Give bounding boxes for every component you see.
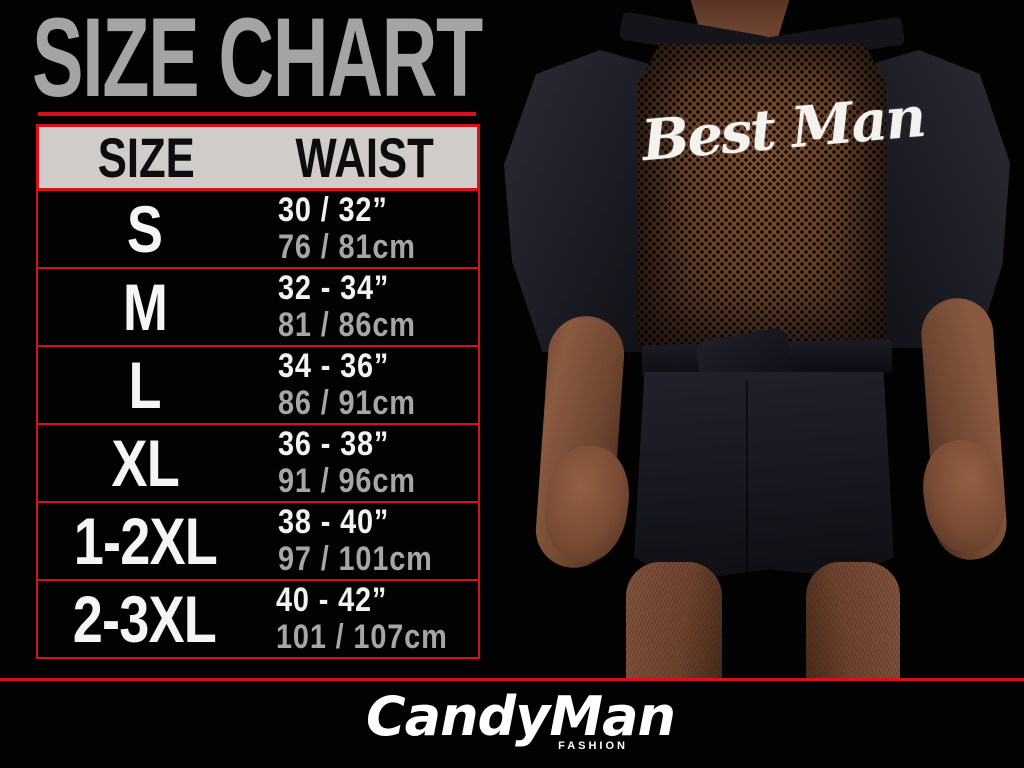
robe-skirt-seam [746, 380, 748, 576]
robe-skirt [634, 372, 894, 582]
title-underline [38, 112, 476, 116]
header-size-label: SIZE [97, 126, 195, 189]
waist-inches: 40 - 42” [276, 581, 388, 619]
size-cell: S [38, 191, 252, 267]
waist-cell: 32 - 34” 81 / 86cm [252, 269, 478, 345]
size-value: M [122, 270, 168, 344]
waist-cell: 34 - 36” 86 / 91cm [252, 347, 478, 423]
size-cell: 2-3XL [38, 581, 250, 657]
table-row: 2-3XL 40 - 42” 101 / 107cm [36, 581, 480, 659]
size-value: 2-3XL [72, 582, 216, 656]
table-row: M 32 - 34” 81 / 86cm [36, 269, 480, 347]
brand-logo: CandyMan FASHION [366, 684, 676, 760]
waist-cm: 97 / 101cm [278, 540, 433, 578]
size-cell: XL [38, 425, 252, 501]
header-cell-waist: WAIST [253, 126, 477, 189]
waist-cm: 76 / 81cm [278, 228, 416, 266]
page-title-text: SIZE CHART [32, 0, 483, 120]
waist-inches: 36 - 38” [278, 425, 390, 463]
waist-cm: 101 / 107cm [276, 618, 448, 656]
waist-cm: 81 / 86cm [278, 306, 416, 344]
waist-inches: 34 - 36” [278, 347, 390, 385]
waist-inches: 32 - 34” [278, 269, 390, 307]
model-leg-right [806, 562, 900, 678]
table-header-row: SIZE WAIST [36, 124, 480, 191]
size-cell: 1-2XL [38, 503, 252, 579]
table-row: 1-2XL 38 - 40” 97 / 101cm [36, 503, 480, 581]
model-photo: Best Man [500, 0, 1024, 678]
waist-cell: 36 - 38” 91 / 96cm [252, 425, 478, 501]
size-cell: M [38, 269, 252, 345]
header-waist-label: WAIST [295, 126, 435, 189]
brand-name: CandyMan [366, 685, 676, 748]
size-value: XL [111, 426, 179, 500]
model-leg-left [626, 562, 722, 678]
waist-cm: 91 / 96cm [278, 462, 416, 500]
table-row: L 34 - 36” 86 / 91cm [36, 347, 480, 425]
table-row: S 30 / 32” 76 / 81cm [36, 191, 480, 269]
waist-inches: 30 / 32” [278, 191, 388, 229]
size-value: L [128, 348, 162, 422]
mesh-back-panel [638, 44, 886, 346]
header-cell-size: SIZE [39, 126, 253, 189]
page-title: SIZE CHART [32, 2, 684, 114]
brand-tagline: FASHION [558, 740, 628, 752]
waist-cell: 30 / 32” 76 / 81cm [252, 191, 478, 267]
size-value: S [127, 192, 163, 266]
size-value: 1-2XL [73, 504, 217, 578]
footer-divider-line [0, 678, 1024, 681]
table-row: XL 36 - 38” 91 / 96cm [36, 425, 480, 503]
waist-cm: 86 / 91cm [278, 384, 416, 422]
waist-cell: 38 - 40” 97 / 101cm [252, 503, 478, 579]
size-table: SIZE WAIST S 30 / 32” 76 / 81cm M 32 - 3… [36, 124, 480, 659]
waist-inches: 38 - 40” [278, 503, 390, 541]
size-cell: L [38, 347, 252, 423]
robe-sleeve-left [504, 50, 664, 352]
waist-cell: 40 - 42” 101 / 107cm [250, 581, 478, 657]
